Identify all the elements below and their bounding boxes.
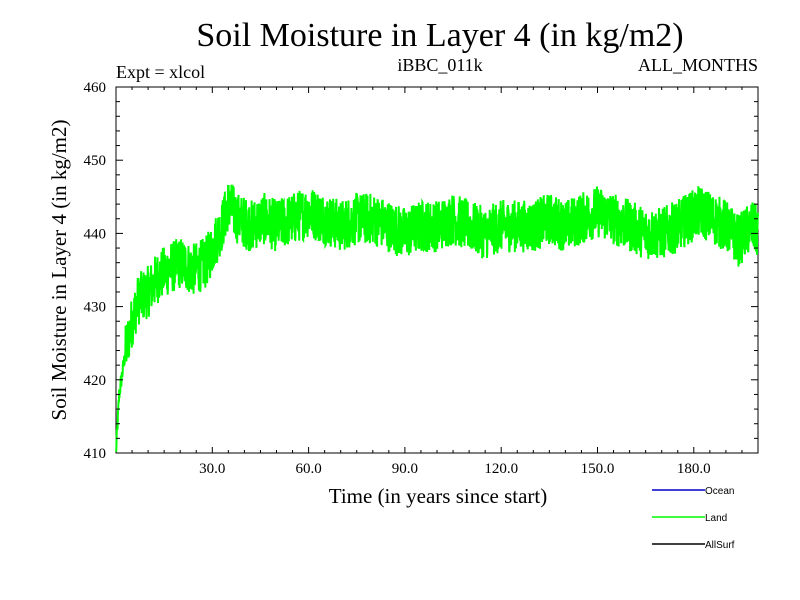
plot-area: 30.0 60.0 90.0 120.0 150.0 180.0 410 420 430 440 4… (84, 80, 759, 477)
y-axis-label: Soil Moisture in Layer 4 (in kg/m2) (47, 120, 71, 421)
y-tick-label: 440 (84, 226, 107, 242)
x-tick-label: 120.0 (484, 461, 518, 477)
run-id-label: iBBC_011k (397, 55, 482, 75)
legend-label-allsurf: AllSurf (705, 540, 735, 551)
months-label: ALL_MONTHS (638, 55, 758, 75)
series-land-line (115, 184, 759, 452)
x-tick-label: 180.0 (677, 461, 711, 477)
y-tick-label: 430 (84, 300, 107, 316)
x-axis-label: Time (in years since start) (329, 484, 548, 508)
legend-label-ocean: Ocean (705, 486, 734, 497)
y-tick-label: 410 (84, 446, 107, 462)
x-tick-label: 150.0 (581, 461, 615, 477)
legend-label-land: Land (705, 513, 727, 524)
y-tick-label: 460 (84, 80, 107, 96)
legend: Ocean Land AllSurf (652, 486, 735, 551)
tick-layer: 30.0 60.0 90.0 120.0 150.0 180.0 410 420 430 440 4… (84, 80, 758, 477)
experiment-label: Expt = xlcol (116, 62, 205, 82)
series-layer (115, 184, 759, 452)
x-tick-label: 60.0 (295, 461, 321, 477)
y-tick-label: 420 (84, 373, 107, 389)
y-tick-label: 450 (84, 153, 107, 169)
x-tick-label: 90.0 (392, 461, 418, 477)
x-tick-label: 30.0 (199, 461, 225, 477)
chart-title: Soil Moisture in Layer 4 (in kg/m2) (196, 17, 683, 54)
